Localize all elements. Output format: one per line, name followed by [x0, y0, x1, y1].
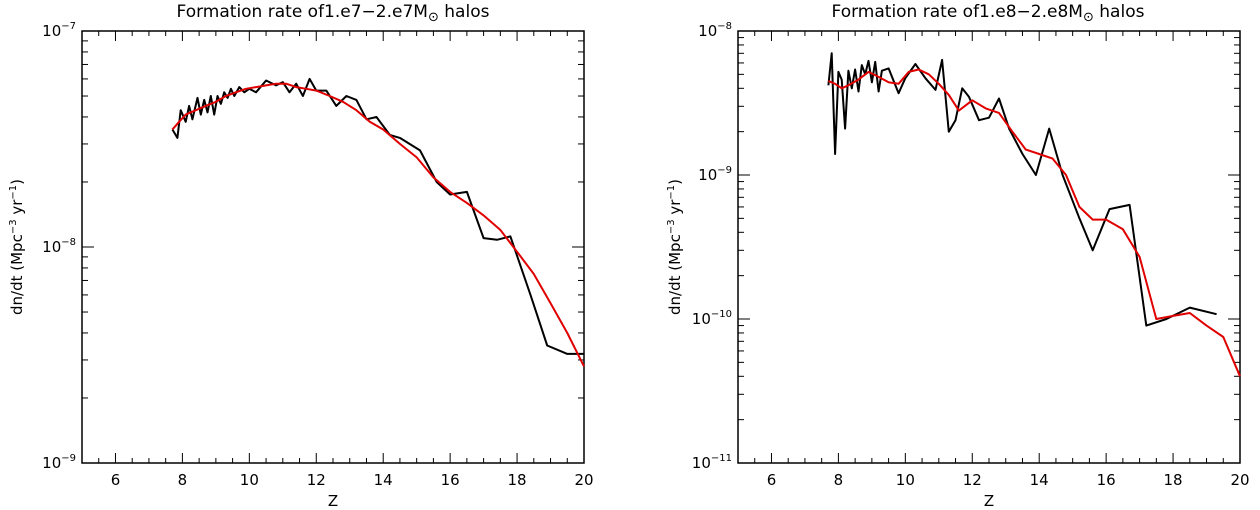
chart-2-ticks [738, 30, 1240, 464]
x-tick-label: 12 [963, 471, 982, 489]
chart-1-x-axis-label: Z [328, 492, 338, 510]
x-tick-label: 10 [896, 471, 915, 489]
chart-1-tick-labels: 6 8 10 12 14 16 18 20 10−9 10−8 10−7 [42, 21, 593, 489]
chart-1-series [171, 77, 585, 367]
chart-1-ticks [82, 30, 584, 464]
y-tick-label: 10−10 [692, 309, 732, 328]
x-tick-label: 20 [574, 471, 593, 489]
chart-2-title: Formation rate of1.e8−2.e8M⊙ halos [832, 2, 1145, 25]
chart-2-plot-frame [737, 30, 1241, 464]
chart-1-plot-frame [81, 30, 585, 464]
x-tick-label: 8 [834, 471, 844, 489]
y-tick-label: 10−8 [42, 237, 76, 256]
series-line-1 [171, 77, 584, 355]
x-tick-label: 6 [111, 471, 121, 489]
chart-2-tick-labels: 6 8 10 12 14 16 18 20 10−11 10−10 10−9 10−8 [692, 21, 1250, 489]
x-tick-label: 20 [1230, 471, 1249, 489]
series-line-2 [828, 68, 1241, 377]
x-tick-label: 18 [508, 471, 527, 489]
chart-1-title: Formation rate of1.e7−2.e7M⊙ halos [177, 2, 490, 25]
chart-2-y-axis-label: dn/dt (Mpc−3 yr−1) [666, 179, 684, 315]
y-tick-label: 10−11 [692, 453, 732, 472]
x-tick-label: 18 [1164, 471, 1183, 489]
series-line-1 [827, 52, 1217, 327]
chart-2-x-axis-label: Z [984, 492, 994, 510]
x-tick-label: 10 [240, 471, 259, 489]
y-tick-label: 10−7 [42, 21, 76, 40]
series-line-2 [171, 82, 585, 367]
x-tick-label: 6 [767, 471, 777, 489]
x-tick-label: 14 [1030, 471, 1049, 489]
y-tick-label: 10−8 [698, 21, 732, 40]
x-tick-label: 16 [1097, 471, 1116, 489]
chart-panel-1: Formation rate of1.e7−2.e7M⊙ halos 6 8 10 1… [8, 2, 594, 510]
chart-1-y-axis-label: dn/dt (Mpc−3 yr−1) [8, 179, 26, 315]
y-tick-label: 10−9 [698, 165, 732, 184]
x-tick-label: 8 [178, 471, 188, 489]
x-tick-label: 14 [374, 471, 393, 489]
x-tick-label: 12 [307, 471, 326, 489]
chart-2-series [827, 52, 1241, 377]
y-tick-label: 10−9 [42, 453, 76, 472]
chart-panel-2: Formation rate of1.e8−2.e8M⊙ halos 6 8 10 1… [666, 2, 1250, 510]
x-tick-label: 16 [441, 471, 460, 489]
